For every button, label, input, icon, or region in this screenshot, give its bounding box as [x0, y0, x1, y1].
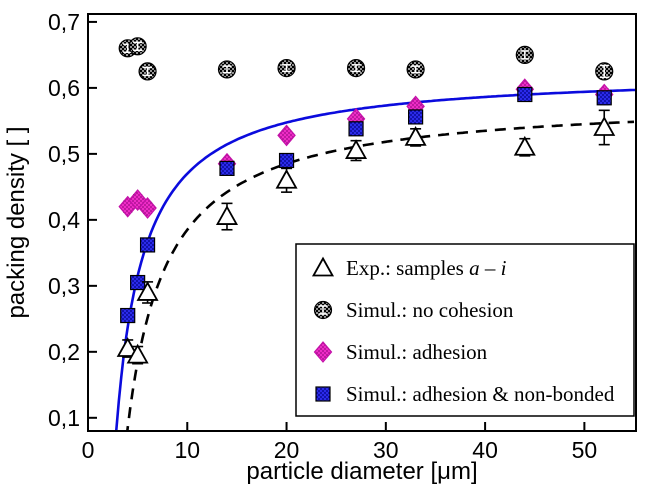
- fit-line-solid: [114, 88, 635, 431]
- no_cohesion-point: [277, 59, 296, 78]
- x-axis-title: particle diameter [μm]: [246, 458, 477, 485]
- no_cohesion-point: [128, 37, 147, 56]
- y-tick-label: 0,3: [48, 273, 80, 299]
- no_cohesion-point: [595, 62, 614, 81]
- plot-frame: [87, 13, 637, 432]
- legend-label: Simul.: adhesion: [346, 340, 488, 364]
- legend-label: Exp.: samples a – i: [346, 256, 507, 280]
- no_cohesion-point: [406, 60, 425, 79]
- legend-entry-no_cohesion: Simul.: no cohesion: [313, 298, 514, 322]
- y-tick-label: 0,7: [48, 9, 80, 35]
- legend: Exp.: samples a – i Simul.: no cohesion Si…: [295, 243, 635, 417]
- adhesion-point: [277, 124, 296, 147]
- adhesion_nonbonded-point: [120, 307, 136, 324]
- x-tick-label: 20: [274, 437, 300, 463]
- y-tick-label: 0,6: [48, 75, 80, 101]
- y-tick-label: 0,2: [48, 339, 80, 365]
- y-axis-ticks: 0,1 0,2 0,3 0,4 0,5 0,6 0,7: [48, 9, 97, 431]
- exp-point: [404, 126, 427, 147]
- no_cohesion-point: [346, 59, 366, 78]
- fit-line-dashed: [126, 120, 635, 431]
- legend-label: Simul.: adhesion & non-bonded: [346, 382, 615, 406]
- y-tick-label: 0,4: [48, 207, 80, 233]
- exp-point: [215, 202, 239, 231]
- x-tick-label: 30: [373, 437, 399, 463]
- no_cohesion-point: [138, 62, 157, 81]
- fit-curves: [114, 88, 635, 431]
- adhesion_nonbonded-point: [408, 109, 424, 125]
- exp-point: [513, 135, 536, 157]
- exp-point: [126, 343, 149, 365]
- exp-point: [345, 139, 368, 162]
- adhesion_nonbonded-point: [139, 237, 156, 253]
- series-exp: [116, 109, 616, 365]
- y-tick-label: 0,1: [48, 405, 80, 431]
- x-axis-ticks: 0 10 20 30 40 50: [82, 422, 598, 463]
- x-tick-label: 50: [572, 437, 598, 463]
- adhesion_nonbonded-point: [348, 121, 364, 137]
- adhesion_nonbonded-point: [517, 86, 533, 103]
- adhesion_nonbonded-point: [596, 90, 612, 106]
- y-axis-title: packing density [ ]: [3, 126, 30, 318]
- series-no_cohesion: [118, 37, 614, 81]
- x-tick-label: 0: [82, 437, 95, 463]
- x-tick-label: 10: [174, 437, 200, 463]
- adhesion-point: [138, 197, 157, 219]
- exp-point: [275, 167, 298, 193]
- adhesion_nonbonded-point: [219, 160, 235, 176]
- series-adhesion_nonbonded: [120, 86, 612, 324]
- exp-point: [593, 109, 616, 146]
- exp-point: [116, 337, 139, 358]
- no_cohesion-point: [515, 45, 534, 65]
- legend-box: [295, 243, 635, 417]
- legend-entry-adhesion: Simul.: adhesion: [313, 340, 488, 364]
- x-tick-label: 40: [472, 437, 498, 463]
- legend-label: Simul.: no cohesion: [346, 298, 514, 322]
- no_cohesion-point: [217, 60, 237, 79]
- adhesion_nonbonded-point: [278, 152, 295, 169]
- legend-entry-exp: Exp.: samples a – i: [311, 256, 507, 280]
- exp-point: [136, 281, 159, 304]
- legend-entry-adhesion_nonbonded: Simul.: adhesion & non-bonded: [315, 382, 615, 406]
- y-tick-label: 0,5: [48, 141, 80, 167]
